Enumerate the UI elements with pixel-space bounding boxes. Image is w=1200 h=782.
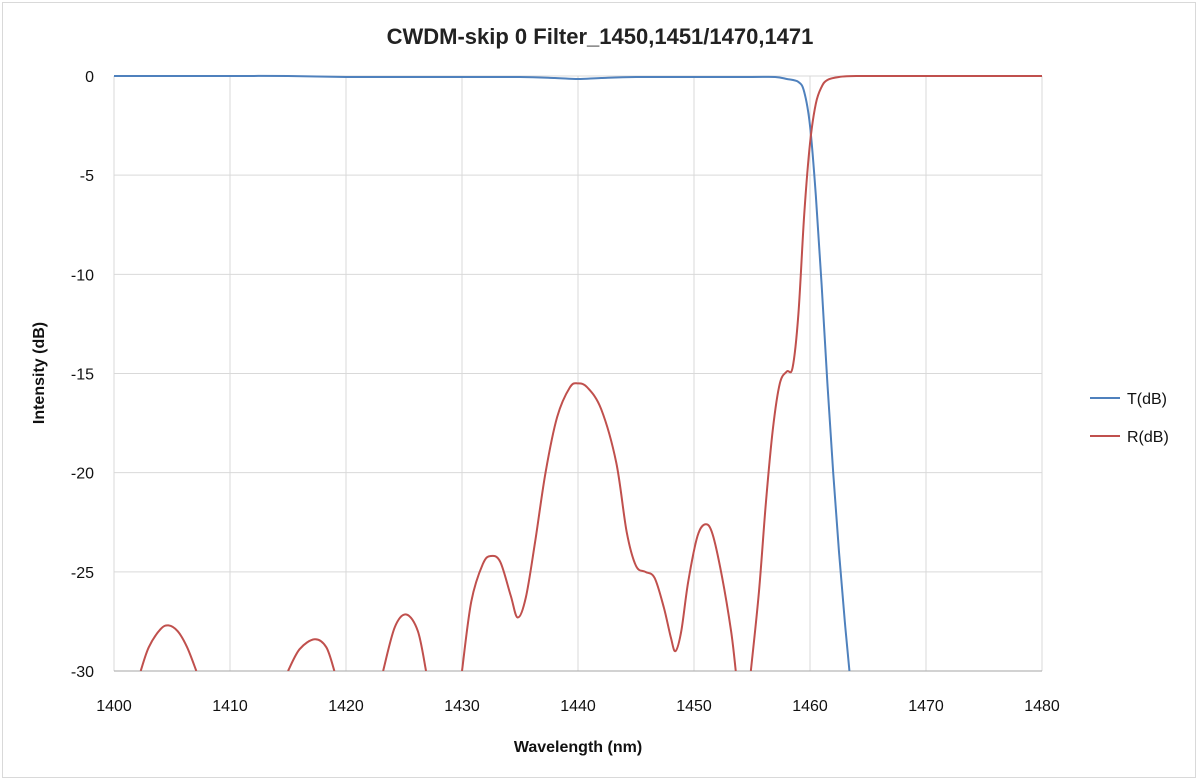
chart-title: CWDM-skip 0 Filter_1450,1451/1470,1471 [387, 24, 814, 49]
series-line-r-db [139, 624, 198, 671]
series-line-r-db [382, 613, 428, 671]
x-tick-label: 1440 [560, 698, 596, 715]
series-line-r-db [749, 74, 1042, 671]
series-line-r-db [287, 638, 336, 671]
legend-entry: R(dB) [1127, 429, 1169, 446]
x-tick-label: 1430 [444, 698, 480, 715]
legend: T(dB) R(dB) [1090, 391, 1169, 446]
y-tick-label: 0 [85, 69, 94, 86]
y-tick-label: -20 [71, 466, 94, 483]
series-line-t-db [114, 74, 851, 671]
y-tick-label: -15 [71, 367, 94, 384]
tick-labels: 1400 1410 1420 1430 1440 1450 1460 1470 1480 0 -5 -… [71, 69, 1060, 715]
y-tick-label: -10 [71, 267, 94, 284]
series-line-r-db [461, 382, 737, 671]
x-tick-label: 1450 [676, 698, 712, 715]
grid-lines [113, 75, 1043, 672]
x-axis-label: Wavelength (nm) [514, 739, 642, 756]
x-tick-label: 1420 [328, 698, 364, 715]
x-tick-label: 1400 [96, 698, 132, 715]
x-tick-label: 1410 [212, 698, 248, 715]
series-lines [114, 74, 1042, 671]
y-tick-label: -5 [80, 168, 94, 185]
x-tick-label: 1460 [792, 698, 828, 715]
x-tick-label: 1480 [1024, 698, 1060, 715]
x-tick-label: 1470 [908, 698, 944, 715]
y-tick-label: -30 [71, 664, 94, 681]
y-tick-label: -25 [71, 565, 94, 582]
legend-entry: T(dB) [1127, 391, 1167, 408]
y-axis-label: Intensity (dB) [31, 322, 48, 424]
